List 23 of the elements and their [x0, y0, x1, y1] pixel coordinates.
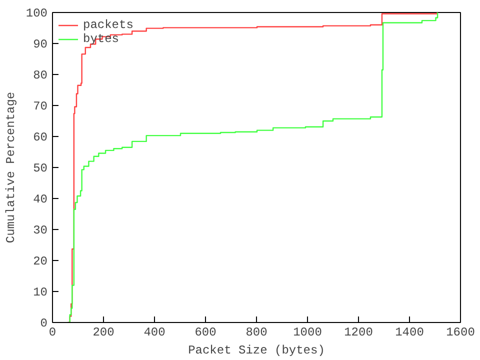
x-tick-label: 200 [92, 326, 114, 340]
x-tick-label: 1600 [446, 326, 475, 340]
y-tick-label: 0 [40, 316, 48, 330]
x-tick-label: 0 [48, 326, 56, 340]
y-tick-label: 100 [26, 6, 48, 20]
x-tick-label: 400 [144, 326, 166, 340]
x-tick-label: 600 [194, 326, 216, 340]
y-tick-label: 30 [33, 224, 48, 238]
y-tick-label: 20 [33, 254, 48, 268]
y-tick-label: 50 [33, 162, 48, 176]
x-tick-label: 800 [246, 326, 268, 340]
legend-label: packets [83, 18, 134, 32]
x-axis-title: Packet Size (bytes) [188, 344, 325, 358]
y-tick-label: 10 [33, 286, 48, 300]
y-tick-label: 80 [33, 68, 48, 82]
x-tick-label: 1400 [395, 326, 424, 340]
x-tick-label: 1200 [344, 326, 373, 340]
y-tick-label: 40 [33, 192, 48, 206]
x-tick-label: 1000 [293, 326, 322, 340]
y-tick-label: 90 [33, 38, 48, 52]
y-tick-label: 70 [33, 100, 48, 114]
y-tick-label: 60 [33, 130, 48, 144]
y-axis-title: Cumulative Percentage [4, 92, 18, 244]
